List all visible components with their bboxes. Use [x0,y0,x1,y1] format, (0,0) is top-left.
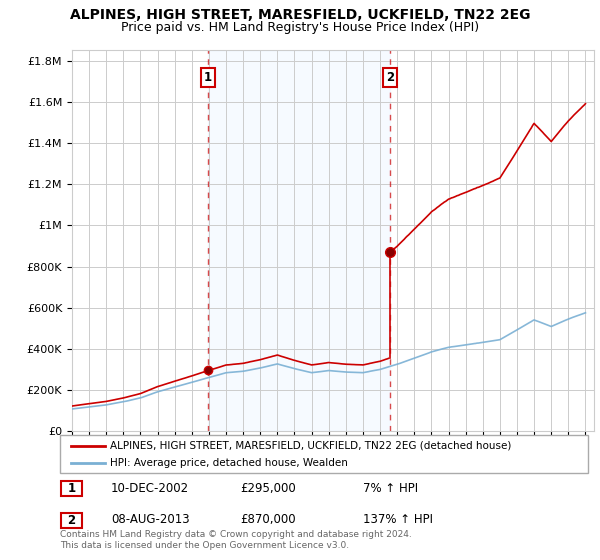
Text: 10-DEC-2002: 10-DEC-2002 [111,482,189,495]
Text: 137% ↑ HPI: 137% ↑ HPI [363,513,433,526]
Text: ALPINES, HIGH STREET, MARESFIELD, UCKFIELD, TN22 2EG: ALPINES, HIGH STREET, MARESFIELD, UCKFIE… [70,8,530,22]
Text: 1: 1 [67,482,76,496]
Text: £870,000: £870,000 [240,513,296,526]
Text: ALPINES, HIGH STREET, MARESFIELD, UCKFIELD, TN22 2EG (detached house): ALPINES, HIGH STREET, MARESFIELD, UCKFIE… [110,441,512,451]
Text: Price paid vs. HM Land Registry's House Price Index (HPI): Price paid vs. HM Land Registry's House … [121,21,479,34]
Text: HPI: Average price, detached house, Wealden: HPI: Average price, detached house, Weal… [110,458,348,468]
Text: 08-AUG-2013: 08-AUG-2013 [111,513,190,526]
Text: This data is licensed under the Open Government Licence v3.0.: This data is licensed under the Open Gov… [60,541,349,550]
Text: 7% ↑ HPI: 7% ↑ HPI [363,482,418,495]
Bar [208,50,390,431]
Text: 1: 1 [204,71,212,85]
Text: Contains HM Land Registry data © Crown copyright and database right 2024.: Contains HM Land Registry data © Crown c… [60,530,412,539]
Text: £295,000: £295,000 [240,482,296,495]
Text: 2: 2 [67,514,76,527]
Text: 2: 2 [386,71,394,85]
